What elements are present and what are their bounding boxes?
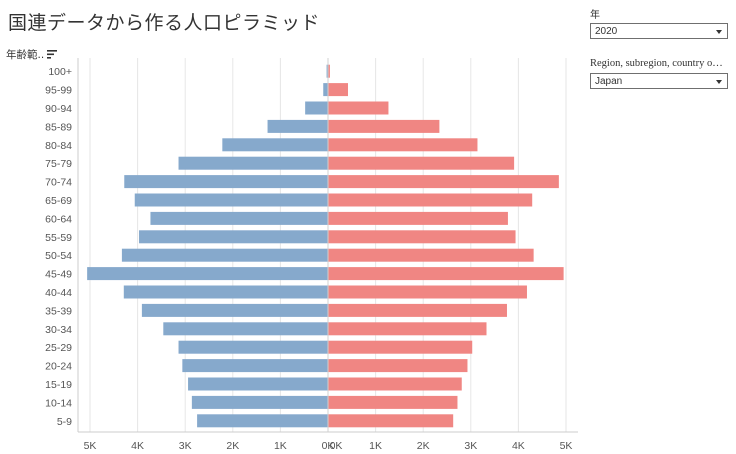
chevron-down-icon[interactable] (716, 80, 722, 84)
age-category-label: 35-39 (45, 305, 72, 317)
age-range-field-header[interactable]: 年齢範.. (6, 47, 58, 62)
right-bar (328, 414, 454, 428)
left-axis-tick-label: 3K (179, 440, 192, 452)
right-axis-tick-label: 2K (417, 440, 430, 452)
left-axis-tick-label: 4K (131, 440, 144, 452)
right-bar (328, 303, 507, 317)
left-axis-tick-label: 5K (84, 440, 97, 452)
age-category-label: 90-94 (45, 103, 72, 115)
age-category-label: 50-54 (45, 250, 72, 262)
left-bar (222, 138, 328, 152)
right-axis-tick-label: 5K (560, 440, 573, 452)
age-category-label: 5-9 (57, 416, 72, 428)
sort-descending-icon[interactable] (47, 50, 58, 59)
left-axis-tick-label: 1K (274, 440, 287, 452)
right-bar (328, 64, 330, 78)
left-bar (121, 248, 328, 262)
right-bar (328, 395, 458, 409)
right-axis-tick-label: 4K (512, 440, 525, 452)
age-category-label: 15-19 (45, 379, 72, 391)
left-bar (305, 101, 328, 115)
right-bar (328, 156, 515, 170)
left-bar (87, 267, 328, 281)
left-bar (139, 230, 328, 244)
field-header-label: 年齢範.. (6, 49, 45, 61)
age-category-label: 30-34 (45, 324, 72, 336)
right-bar (328, 267, 564, 281)
right-bar (328, 377, 462, 391)
year-dropdown[interactable]: 2020 (590, 23, 728, 39)
age-category-label: 75-79 (45, 158, 72, 170)
age-category-label: 20-24 (45, 361, 72, 373)
right-bar (328, 322, 487, 336)
left-bar (134, 193, 328, 207)
left-bar (124, 175, 328, 189)
age-category-label: 100+ (48, 66, 72, 78)
age-category-label: 25-29 (45, 342, 72, 354)
year-dropdown-value: 2020 (595, 26, 618, 37)
left-bar (178, 340, 328, 354)
left-bar (323, 83, 328, 97)
right-bar (328, 138, 478, 152)
age-category-label: 70-74 (45, 177, 72, 189)
left-axis-tick-label: 0K (322, 440, 335, 452)
right-bar (328, 340, 473, 354)
year-filter-label: 年 (590, 10, 600, 21)
left-bar (150, 211, 328, 225)
age-category-label: 55-59 (45, 232, 72, 244)
left-bar (182, 359, 328, 373)
right-bar (328, 211, 508, 225)
age-category-label: 65-69 (45, 195, 72, 207)
region-filter-label: Region, subregion, country o… (590, 58, 723, 69)
left-bar (163, 322, 328, 336)
age-category-label: 45-49 (45, 269, 72, 281)
region-dropdown-value: Japan (595, 76, 623, 87)
left-bar (188, 377, 328, 391)
age-category-label: 95-99 (45, 85, 72, 97)
right-axis-tick-label: 0K (330, 440, 343, 452)
right-axis-tick-label: 1K (369, 440, 382, 452)
right-bar (328, 230, 516, 244)
left-bar (123, 285, 329, 299)
page-title: 国連データから作る人口ピラミッド (8, 12, 321, 34)
region-dropdown[interactable]: Japan (590, 73, 728, 89)
left-bar (326, 64, 328, 78)
left-bar (267, 119, 328, 133)
left-bar (197, 414, 328, 428)
right-bar (328, 119, 440, 133)
left-bar (191, 395, 328, 409)
left-axis-tick-label: 2K (226, 440, 239, 452)
right-axis-tick-label: 3K (464, 440, 477, 452)
age-category-label: 10-14 (45, 397, 72, 409)
right-bar (328, 359, 468, 373)
right-bar (328, 83, 348, 97)
age-category-label: 80-84 (45, 140, 72, 152)
chevron-down-icon[interactable] (716, 30, 722, 34)
age-category-label: 60-64 (45, 213, 72, 225)
left-bar (141, 303, 328, 317)
left-bar (178, 156, 328, 170)
age-category-label: 85-89 (45, 121, 72, 133)
right-bar (328, 193, 533, 207)
age-category-label: 40-44 (45, 287, 72, 299)
right-bar (328, 285, 527, 299)
right-bar (328, 248, 534, 262)
right-bar (328, 175, 559, 189)
right-bar (328, 101, 389, 115)
